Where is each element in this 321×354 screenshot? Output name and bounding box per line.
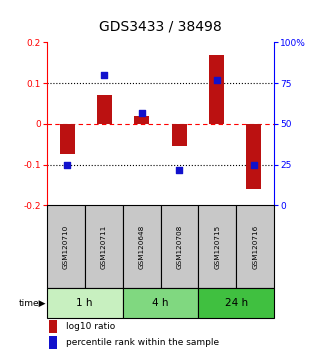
- Text: 1 h: 1 h: [76, 298, 93, 308]
- Point: [214, 77, 219, 83]
- Point: [102, 72, 107, 78]
- Bar: [209, 55, 224, 124]
- Bar: [123, 288, 198, 318]
- Bar: [49, 336, 57, 349]
- Point: [177, 167, 182, 172]
- Text: GSM120711: GSM120711: [100, 225, 107, 269]
- Text: 4 h: 4 h: [152, 298, 169, 308]
- Bar: [47, 205, 84, 288]
- Point: [251, 162, 256, 167]
- Bar: [237, 205, 274, 288]
- Text: 24 h: 24 h: [225, 298, 248, 308]
- Bar: [172, 124, 187, 146]
- Bar: [123, 205, 160, 288]
- Text: GSM120648: GSM120648: [138, 225, 144, 269]
- Point: [65, 162, 70, 167]
- Bar: [84, 205, 123, 288]
- Bar: [198, 205, 237, 288]
- Bar: [247, 124, 261, 189]
- Bar: [97, 96, 112, 124]
- Bar: [47, 288, 123, 318]
- Bar: [160, 205, 198, 288]
- Point: [139, 110, 144, 115]
- Text: GDS3433 / 38498: GDS3433 / 38498: [99, 19, 222, 34]
- Text: time▶: time▶: [18, 298, 46, 308]
- Text: GSM120708: GSM120708: [177, 225, 183, 269]
- Text: GSM120715: GSM120715: [214, 225, 221, 269]
- Text: percentile rank within the sample: percentile rank within the sample: [66, 338, 219, 348]
- Bar: [60, 124, 74, 154]
- Text: GSM120710: GSM120710: [63, 225, 69, 269]
- Text: log10 ratio: log10 ratio: [66, 322, 115, 331]
- Bar: [134, 116, 149, 124]
- Text: GSM120716: GSM120716: [252, 225, 258, 269]
- Bar: [49, 320, 57, 332]
- Bar: [198, 288, 274, 318]
